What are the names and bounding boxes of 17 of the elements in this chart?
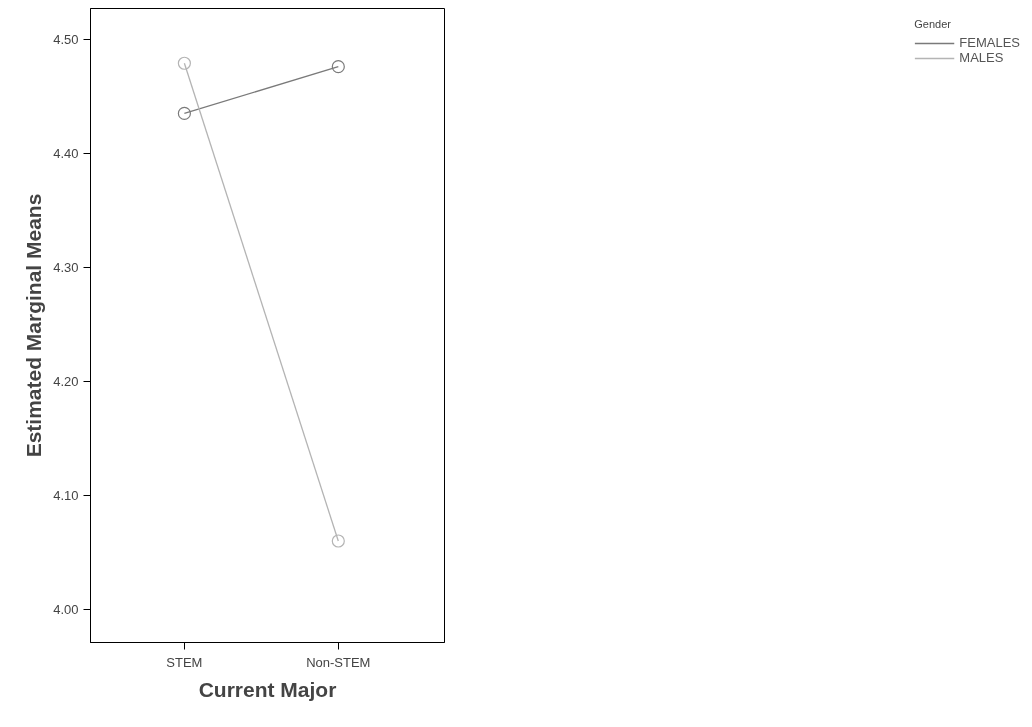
point	[177, 56, 191, 70]
x-axis-title: Current Major	[198, 677, 337, 701]
y-tick-label: 4.00	[53, 601, 79, 617]
y-tick-label: 4.30	[53, 259, 79, 275]
point	[331, 534, 345, 548]
y-tick-label: 4.50	[53, 31, 79, 47]
legend-title: Gender	[914, 18, 952, 30]
y-tick-label: 4.10	[53, 487, 79, 503]
point	[177, 106, 191, 120]
x-tick-label: Non-STEM	[306, 654, 371, 670]
x-tick-label: STEM	[166, 654, 203, 670]
y-tick-label: 4.40	[53, 145, 79, 161]
y-axis-title: Estimated Marginal Means	[22, 193, 46, 458]
y-tick-label: 4.20	[53, 373, 79, 389]
point	[331, 60, 345, 74]
legend-label: FEMALES	[959, 35, 1020, 50]
legend-label: MALES	[959, 50, 1004, 65]
